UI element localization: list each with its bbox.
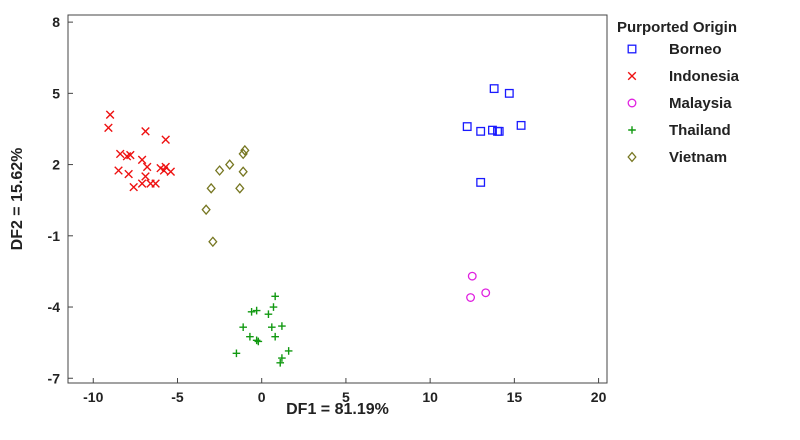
legend-marker-vietnam <box>627 151 637 163</box>
x-tick-label: 5 <box>342 389 350 405</box>
borneo-point <box>476 126 486 136</box>
malaysia-point <box>467 271 477 281</box>
legend-label-vietnam: Vietnam <box>669 149 727 166</box>
y-tick-label: 2 <box>52 157 60 173</box>
borneo-point <box>462 122 472 132</box>
x-tick-label: 0 <box>258 389 266 405</box>
x-tick-label: 15 <box>507 389 523 405</box>
indonesia-point <box>151 179 160 188</box>
borneo-point <box>489 84 499 94</box>
legend-marker-indonesia <box>627 71 637 81</box>
vietnam-point <box>238 166 248 178</box>
legend-title: Purported Origin <box>617 19 737 36</box>
indonesia-point <box>105 110 115 120</box>
axis-ticks: -10 -5 0 5 10 15 20 -7 -4 -1 2 5 8 <box>48 14 607 405</box>
data-points <box>104 84 526 367</box>
y-tick-label: -7 <box>48 370 61 386</box>
legend-label-borneo: Borneo <box>669 41 722 58</box>
x-axis-label: DF1 = 81.19% <box>286 401 389 418</box>
vietnam-point <box>225 159 235 170</box>
legend-marker-borneo <box>627 44 637 54</box>
thailand-point <box>247 307 256 316</box>
indonesia-point <box>141 172 150 181</box>
thailand-point <box>252 336 261 345</box>
legend-label-malaysia: Malaysia <box>669 95 732 112</box>
vietnam-point <box>235 182 245 194</box>
thailand-point <box>268 323 276 332</box>
thailand-point <box>278 322 286 330</box>
indonesia-point <box>137 179 147 188</box>
x-tick-label: -10 <box>83 389 103 405</box>
thailand-point <box>239 323 247 332</box>
plot-area <box>67 14 608 384</box>
borneo-point <box>476 177 486 187</box>
y-tick-label: -1 <box>48 228 61 244</box>
vietnam-point <box>208 236 218 248</box>
legend-label-indonesia: Indonesia <box>669 68 740 85</box>
thailand-point <box>269 303 278 311</box>
borneo-point <box>516 120 526 130</box>
borneo-point <box>494 126 504 136</box>
borneo-point <box>488 125 497 135</box>
thailand-point <box>264 310 273 318</box>
vietnam-point <box>238 148 248 160</box>
y-tick-label: 5 <box>52 85 60 101</box>
indonesia-point <box>141 127 150 136</box>
vietnam-point <box>240 144 250 156</box>
legend: Purported Origin Borneo Indonesia Malaysia… <box>617 19 740 166</box>
indonesia-point <box>104 123 113 133</box>
thailand-point <box>252 306 261 315</box>
indonesia-point <box>129 182 138 192</box>
malaysia-point <box>481 288 491 298</box>
y-tick-label: -4 <box>48 299 61 315</box>
x-tick-label: 10 <box>422 389 438 405</box>
x-tick-label: -5 <box>171 389 184 405</box>
legend-label-thailand: Thailand <box>669 122 731 139</box>
thailand-point <box>276 359 285 367</box>
indonesia-point <box>124 169 133 179</box>
thailand-point <box>246 332 254 341</box>
legend-marker-thailand <box>628 126 636 134</box>
indonesia-point <box>137 155 147 165</box>
thailand-point <box>254 337 263 346</box>
indonesia-point <box>115 149 125 159</box>
thailand-point <box>284 347 293 355</box>
legend-marker-malaysia <box>627 98 637 108</box>
thailand-point <box>278 354 286 362</box>
vietnam-point <box>206 182 216 194</box>
indonesia-point <box>126 150 135 160</box>
vietnam-point <box>201 204 211 216</box>
thailand-point <box>271 332 279 341</box>
malaysia-point <box>466 293 476 302</box>
indonesia-point <box>159 166 169 175</box>
x-tick-label: 20 <box>591 389 607 405</box>
indonesia-point <box>114 166 123 175</box>
indonesia-point <box>142 162 152 172</box>
indonesia-point <box>166 167 176 176</box>
y-tick-label: 8 <box>52 14 60 30</box>
thailand-point <box>232 349 241 358</box>
vietnam-point <box>214 165 225 176</box>
thailand-point <box>271 292 279 301</box>
y-axis-label: DF2 = 15.62% <box>9 148 26 251</box>
borneo-point <box>504 88 514 98</box>
indonesia-point <box>161 135 170 144</box>
